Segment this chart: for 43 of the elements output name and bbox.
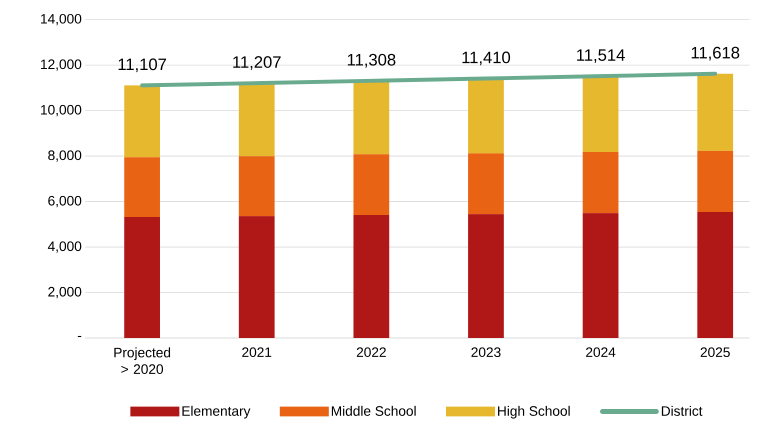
bar: [238, 216, 275, 338]
bar: [468, 153, 504, 214]
bar: [582, 76, 618, 152]
y-tick-label: 8,000: [48, 150, 82, 162]
data-label: 11,410: [462, 52, 510, 66]
y-tick-label: 6,000: [48, 196, 82, 208]
bar: [468, 214, 504, 338]
y-tick-label: -: [78, 336, 82, 337]
x-tick-label: Projected > 2020: [114, 347, 170, 374]
x-tick-label: 2024: [586, 347, 616, 358]
x-tick-label: 2023: [471, 347, 501, 358]
x-tick-label: 2021: [242, 347, 272, 358]
bar: [582, 213, 618, 338]
line-series: [140, 72, 718, 88]
y-tick-label: 14,000: [41, 14, 82, 26]
bar: [124, 157, 160, 217]
legend-label: Middle School: [332, 406, 416, 416]
bar: [124, 85, 160, 158]
bar: [697, 212, 734, 338]
legend-label: High School: [498, 406, 570, 419]
data-label: 11,618: [692, 46, 740, 60]
bar: [238, 156, 275, 216]
bar: [582, 152, 618, 214]
data-label: 11,308: [348, 54, 396, 68]
x-tick-label: 2022: [356, 347, 386, 358]
bar: [238, 83, 275, 156]
bar: [468, 78, 504, 154]
bar: [697, 150, 734, 212]
bar: [353, 80, 390, 154]
bar: [353, 154, 390, 215]
data-label: 11,207: [233, 56, 281, 70]
y-tick-label: 10,000: [41, 104, 82, 116]
legend-label: Elementary: [182, 406, 250, 419]
data-label: 11,107: [118, 58, 166, 72]
y-tick-label: 4,000: [48, 241, 82, 253]
x-tick-label: 2025: [700, 347, 730, 358]
bar: [353, 214, 390, 338]
legend-label: District: [662, 406, 702, 416]
bar: [697, 74, 734, 151]
bar: [124, 217, 160, 338]
data-label: 11,514: [577, 49, 625, 63]
y-tick-label: 12,000: [41, 59, 82, 71]
y-tick-label: 2,000: [48, 286, 82, 298]
